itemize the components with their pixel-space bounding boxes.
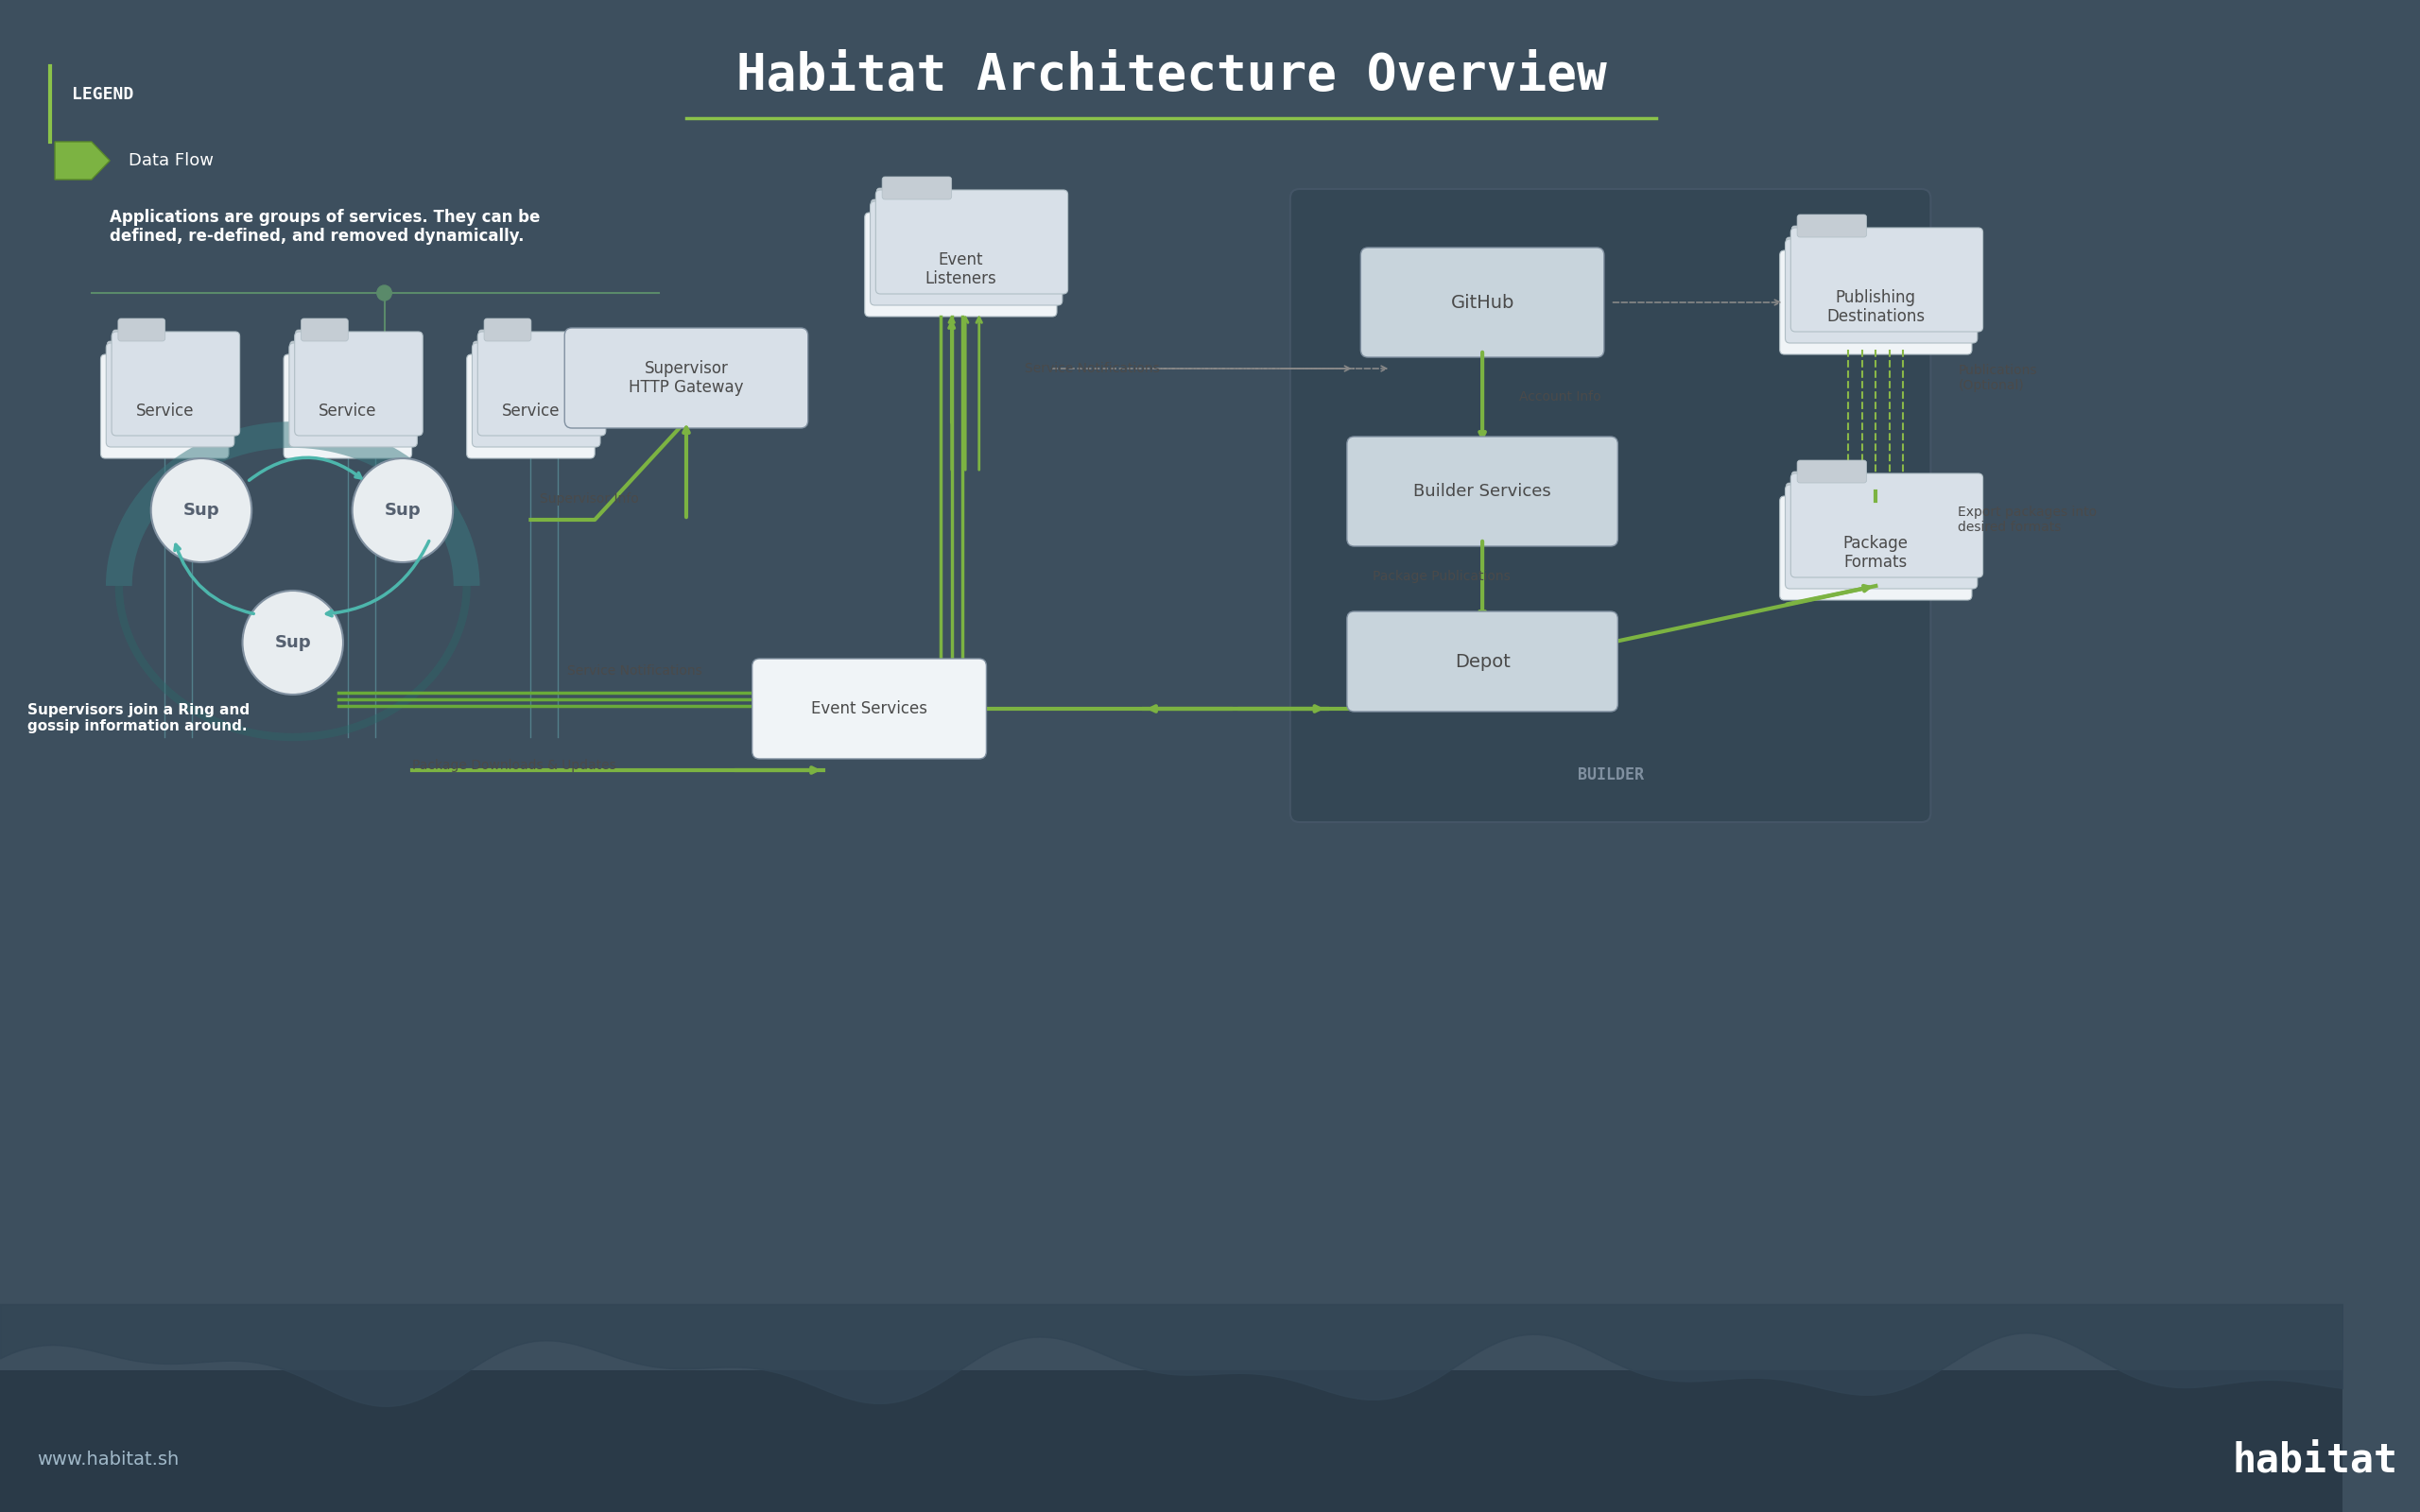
FancyBboxPatch shape (300, 319, 348, 342)
Circle shape (242, 591, 344, 694)
FancyBboxPatch shape (753, 659, 987, 759)
FancyBboxPatch shape (295, 331, 424, 435)
Text: Service Notifications: Service Notifications (566, 664, 702, 677)
Text: Sup: Sup (184, 502, 220, 519)
FancyBboxPatch shape (288, 343, 416, 448)
Text: Account Info: Account Info (1520, 390, 1602, 404)
FancyBboxPatch shape (290, 342, 336, 364)
Text: Sup: Sup (385, 502, 421, 519)
Text: Builder Services: Builder Services (1413, 482, 1551, 500)
FancyBboxPatch shape (479, 330, 525, 352)
Text: Service: Service (501, 402, 559, 420)
Text: habitat: habitat (2234, 1439, 2398, 1480)
Text: Supervisor Info: Supervisor Info (540, 493, 639, 505)
Text: Event
Listeners: Event Listeners (924, 251, 997, 287)
FancyBboxPatch shape (1786, 237, 1856, 260)
FancyBboxPatch shape (1791, 473, 1982, 578)
FancyBboxPatch shape (0, 1370, 2343, 1512)
Text: Sup: Sup (273, 634, 312, 652)
FancyBboxPatch shape (477, 331, 605, 435)
Text: Publishing
Destinations: Publishing Destinations (1827, 289, 1924, 325)
FancyBboxPatch shape (467, 354, 595, 458)
FancyBboxPatch shape (1290, 189, 1931, 823)
Text: Supervisors join a Ring and
gossip information around.: Supervisors join a Ring and gossip infor… (27, 703, 249, 733)
FancyBboxPatch shape (283, 354, 411, 458)
Text: Export packages into
desired formats: Export packages into desired formats (1958, 505, 2098, 534)
Text: LEGEND: LEGEND (70, 86, 133, 103)
FancyBboxPatch shape (472, 343, 600, 448)
FancyBboxPatch shape (1779, 251, 1972, 354)
FancyBboxPatch shape (102, 354, 230, 458)
Text: Service: Service (319, 402, 378, 420)
Text: Package Downloads & Updates: Package Downloads & Updates (411, 759, 615, 773)
Text: Supervisor
HTTP Gateway: Supervisor HTTP Gateway (629, 360, 743, 396)
FancyBboxPatch shape (1798, 215, 1866, 237)
FancyBboxPatch shape (295, 330, 344, 352)
Text: Event Services: Event Services (811, 700, 927, 717)
Text: Publications
(Optional): Publications (Optional) (1958, 364, 2038, 392)
FancyBboxPatch shape (883, 177, 951, 200)
Text: Depot: Depot (1454, 653, 1510, 670)
FancyBboxPatch shape (1786, 485, 1977, 588)
FancyBboxPatch shape (564, 328, 808, 428)
FancyBboxPatch shape (871, 200, 941, 222)
Circle shape (150, 458, 252, 562)
Text: Service: Service (136, 402, 194, 420)
Text: Applications are groups of services. They can be
defined, re-defined, and remove: Applications are groups of services. The… (109, 209, 540, 245)
FancyBboxPatch shape (484, 319, 530, 342)
FancyBboxPatch shape (1348, 611, 1619, 712)
Text: Data Flow: Data Flow (128, 153, 213, 169)
FancyBboxPatch shape (1360, 248, 1604, 357)
FancyBboxPatch shape (1348, 437, 1619, 546)
FancyBboxPatch shape (1791, 228, 1982, 331)
Text: Package
Formats: Package Formats (1844, 535, 1909, 572)
FancyBboxPatch shape (106, 343, 235, 448)
Text: BUILDER: BUILDER (1578, 767, 1643, 783)
FancyBboxPatch shape (864, 213, 1058, 316)
FancyBboxPatch shape (1791, 225, 1861, 248)
Text: Habitat Architecture Overview: Habitat Architecture Overview (736, 51, 1607, 100)
FancyBboxPatch shape (106, 342, 155, 364)
FancyBboxPatch shape (1786, 482, 1856, 505)
FancyBboxPatch shape (111, 331, 240, 435)
FancyBboxPatch shape (1779, 496, 1972, 600)
Text: Service Notifications: Service Notifications (1024, 361, 1159, 375)
Text: www.habitat.sh: www.habitat.sh (36, 1452, 179, 1470)
FancyBboxPatch shape (119, 319, 165, 342)
FancyBboxPatch shape (871, 201, 1062, 305)
Polygon shape (56, 142, 109, 180)
FancyBboxPatch shape (114, 330, 160, 352)
FancyBboxPatch shape (472, 342, 520, 364)
Text: GitHub: GitHub (1450, 293, 1515, 311)
FancyBboxPatch shape (1786, 239, 1977, 343)
Text: Package Publications: Package Publications (1372, 570, 1510, 584)
FancyBboxPatch shape (1791, 472, 1861, 494)
FancyBboxPatch shape (876, 187, 946, 210)
FancyBboxPatch shape (876, 191, 1067, 293)
FancyBboxPatch shape (1798, 460, 1866, 482)
Circle shape (353, 458, 453, 562)
Circle shape (378, 286, 392, 301)
